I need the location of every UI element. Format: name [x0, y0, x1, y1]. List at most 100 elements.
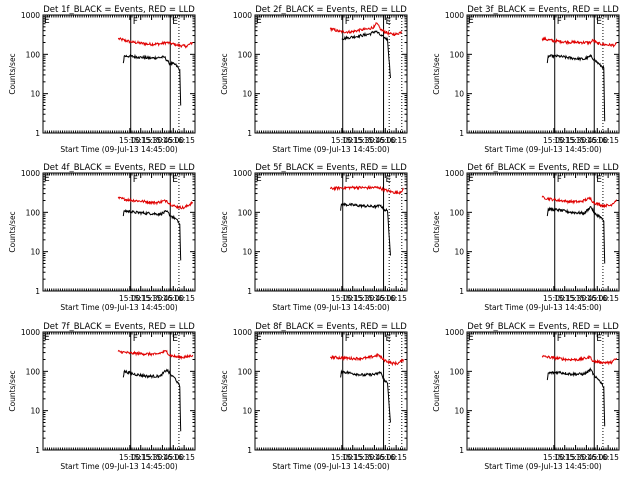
series-line-events: [546, 53, 606, 122]
marker-label-f: F: [133, 17, 138, 27]
marker-label-e: E: [172, 175, 178, 185]
y-tick-label: 10: [30, 407, 40, 416]
plot-frame: [42, 14, 196, 134]
marker-label-f-left: F: [468, 333, 473, 343]
y-axis-label: Counts/sec: [432, 370, 441, 411]
y-axis-label: Counts/sec: [432, 211, 441, 252]
marker-label-e-left: E: [256, 333, 262, 343]
series-line-lld: [117, 196, 193, 210]
plot-frame: [42, 172, 196, 292]
panel-title: Det 1f_BLACK = Events, RED = LLD: [43, 5, 195, 15]
y-tick-label: 100: [26, 367, 41, 376]
series-line-events: [546, 206, 606, 264]
panel-4: Det 4f_BLACK = Events, RED = LLD 1 10 100 10…: [8, 163, 196, 312]
series-line-lld: [541, 195, 618, 209]
x-tick-label: 15:15: [130, 136, 152, 145]
x-tick-label: 15:45: [364, 136, 386, 145]
y-tick-label: 1: [35, 287, 40, 296]
x-tick-label: 15:15: [554, 294, 576, 303]
x-tick-label: 15:00: [331, 294, 353, 303]
series-line-events: [340, 202, 391, 256]
y-tick-label: 1: [35, 129, 40, 138]
panel-title: Det 7f_BLACK = Events, RED = LLD: [43, 322, 195, 332]
plot-frame: [466, 331, 620, 451]
panel-title: Det 2f_BLACK = Events, RED = LLD: [255, 5, 407, 15]
x-tick-label: 15:45: [152, 294, 174, 303]
panel-title: Det 8f_BLACK = Events, RED = LLD: [255, 322, 407, 332]
marker-label-f-left: F: [468, 174, 473, 184]
series-line-events: [122, 53, 182, 106]
y-tick-label: 1000: [445, 328, 464, 337]
x-tick-label: 15:15: [554, 453, 576, 462]
x-axis-label: Start Time (09-Jul-13 14:45:00): [272, 145, 389, 154]
y-tick-label: 100: [238, 208, 253, 217]
y-axis-label: Counts/sec: [8, 370, 17, 411]
x-tick-label: 15:15: [342, 136, 364, 145]
series-line-events: [341, 30, 391, 79]
plot-frame: [42, 331, 196, 451]
x-tick-label: 15:45: [576, 294, 598, 303]
x-tick-label: 15:45: [364, 294, 386, 303]
marker-label-f-left: F: [44, 16, 49, 26]
panel-2: Det 2f_BLACK = Events, RED = LLD 1 10 100 10…: [220, 5, 408, 154]
x-tick-label: 16:00: [586, 453, 608, 462]
x-axis-label: Start Time (09-Jul-13 14:45:00): [484, 462, 601, 471]
y-tick-label: 100: [450, 367, 465, 376]
y-tick-label: 1: [247, 287, 252, 296]
y-tick-label: 1: [459, 287, 464, 296]
x-tick-label: 16:00: [162, 453, 184, 462]
y-tick-label: 1000: [21, 169, 40, 178]
plot-frame: [466, 14, 620, 134]
x-tick-label: 16:00: [162, 294, 184, 303]
panel-7: Det 7f_BLACK = Events, RED = LLD 1 10 100 10…: [8, 322, 196, 471]
panel-9: Det 9f_BLACK = Events, RED = LLD 1 10 100 10…: [432, 322, 620, 471]
x-tick-label: 15:15: [130, 453, 152, 462]
y-tick-label: 1000: [445, 169, 464, 178]
x-tick-label: 15:15: [554, 136, 576, 145]
marker-label-e: E: [172, 334, 178, 344]
x-tick-label: 16:15: [173, 453, 195, 462]
y-tick-label: 100: [238, 50, 253, 59]
marker-label-e-left: E: [256, 174, 262, 184]
marker-label-f: F: [557, 175, 562, 185]
marker-label-e: E: [386, 334, 392, 344]
marker-label-f: F: [345, 17, 350, 27]
x-tick-label: 16:15: [597, 136, 619, 145]
x-tick-label: 15:30: [141, 453, 163, 462]
x-tick-label: 16:00: [374, 136, 396, 145]
marker-label-f-left: F: [44, 174, 49, 184]
x-tick-label: 15:15: [130, 294, 152, 303]
x-tick-label: 16:15: [385, 136, 407, 145]
y-tick-label: 1: [35, 446, 40, 455]
x-tick-label: 16:00: [586, 136, 608, 145]
x-tick-label: 15:45: [152, 136, 174, 145]
y-tick-label: 100: [450, 50, 465, 59]
series-line-events: [546, 367, 606, 427]
panel-3: Det 3f_BLACK = Events, RED = LLD 1 10 100 10…: [432, 5, 620, 154]
x-tick-label: 15:30: [565, 294, 587, 303]
y-tick-label: 10: [454, 90, 464, 99]
series-line-events: [340, 369, 391, 423]
panel-title: Det 3f_BLACK = Events, RED = LLD: [467, 5, 619, 15]
x-tick-label: 15:45: [576, 136, 598, 145]
x-tick-label: 16:15: [597, 453, 619, 462]
y-tick-label: 10: [242, 407, 252, 416]
y-tick-label: 1000: [233, 328, 252, 337]
marker-label-f: F: [133, 175, 138, 185]
marker-label-e: E: [596, 334, 602, 344]
y-tick-label: 1000: [233, 169, 252, 178]
y-axis-label: Counts/sec: [220, 211, 229, 252]
x-tick-label: 15:45: [364, 453, 386, 462]
panel-title: Det 4f_BLACK = Events, RED = LLD: [43, 163, 195, 173]
x-tick-label: 15:00: [543, 453, 565, 462]
x-tick-label: 15:00: [119, 136, 141, 145]
x-tick-label: 15:30: [353, 453, 375, 462]
marker-label-e: E: [596, 175, 602, 185]
x-tick-label: 15:00: [543, 294, 565, 303]
marker-label-e-left: E: [468, 16, 474, 26]
x-tick-label: 16:15: [385, 453, 407, 462]
x-tick-label: 15:30: [141, 136, 163, 145]
y-tick-label: 10: [454, 248, 464, 257]
x-tick-label: 15:15: [342, 453, 364, 462]
